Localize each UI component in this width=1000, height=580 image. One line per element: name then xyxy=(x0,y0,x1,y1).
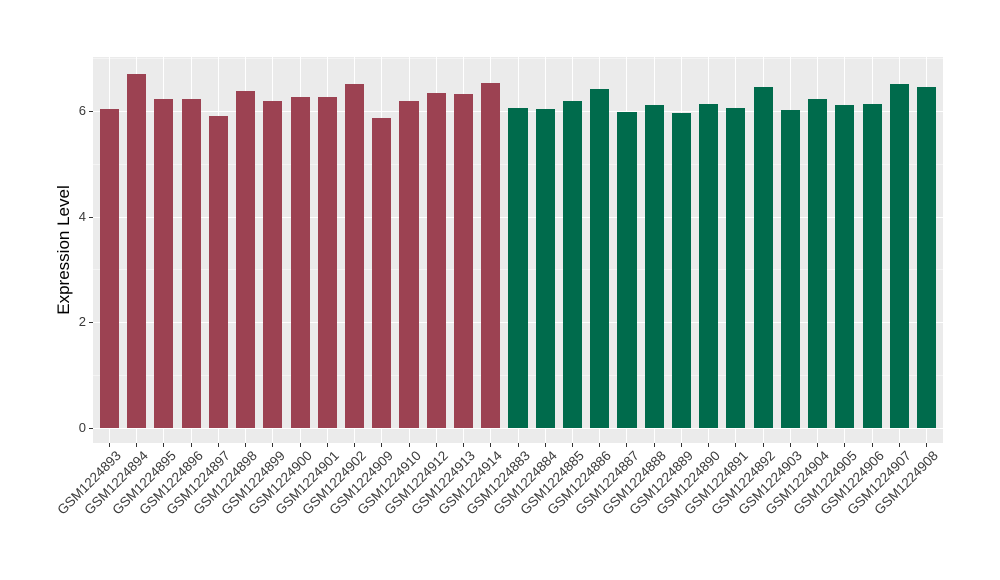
y-axis-tick xyxy=(89,110,93,112)
bar-GSM1224886 xyxy=(590,89,610,428)
bar-GSM1224906 xyxy=(862,103,882,428)
bar-GSM1224896 xyxy=(181,99,201,428)
y-tick-label: 4 xyxy=(78,208,86,224)
bar-GSM1224887 xyxy=(617,112,637,428)
x-axis-tick xyxy=(245,443,247,447)
bar-GSM1224883 xyxy=(508,107,528,428)
bar-GSM1224903 xyxy=(780,109,800,428)
bar-GSM1224901 xyxy=(317,96,337,428)
bar-GSM1224893 xyxy=(99,108,119,428)
x-axis-tick xyxy=(490,443,492,447)
bar-GSM1224909 xyxy=(372,118,392,428)
x-axis-tick xyxy=(408,443,410,447)
x-axis-tick xyxy=(163,443,165,447)
x-axis-tick xyxy=(599,443,601,447)
bar-GSM1224900 xyxy=(290,96,310,428)
x-axis-tick xyxy=(272,443,274,447)
y-axis-tick xyxy=(89,216,93,218)
bar-GSM1224899 xyxy=(263,100,283,428)
x-axis-tick xyxy=(299,443,301,447)
x-axis-tick xyxy=(517,443,519,447)
bar-GSM1224885 xyxy=(562,101,582,428)
bar-GSM1224884 xyxy=(535,108,555,428)
x-axis-tick xyxy=(708,443,710,447)
x-axis-tick xyxy=(544,443,546,447)
x-axis-tick xyxy=(626,443,628,447)
bar-GSM1224889 xyxy=(671,113,691,428)
x-axis-tick xyxy=(926,443,928,447)
y-tick-label: 6 xyxy=(78,102,86,118)
x-axis-tick xyxy=(190,443,192,447)
y-tick-label: 2 xyxy=(78,314,86,330)
bar-GSM1224890 xyxy=(699,104,719,428)
x-axis-tick xyxy=(571,443,573,447)
bar-GSM1224914 xyxy=(481,83,501,428)
bar-GSM1224892 xyxy=(753,87,773,428)
x-axis-tick xyxy=(817,443,819,447)
bar-GSM1224908 xyxy=(917,87,937,428)
bar-GSM1224904 xyxy=(808,99,828,428)
bar-GSM1224913 xyxy=(453,94,474,428)
x-axis-tick xyxy=(136,443,138,447)
bar-GSM1224907 xyxy=(889,83,909,428)
bar-GSM1224895 xyxy=(154,99,174,428)
x-axis-tick xyxy=(326,443,328,447)
x-axis-tick xyxy=(435,443,437,447)
x-axis-tick xyxy=(381,443,383,447)
x-axis-tick xyxy=(217,443,219,447)
y-axis-tick xyxy=(89,428,93,429)
x-axis-tick xyxy=(653,443,655,447)
x-axis-tick xyxy=(871,443,873,447)
x-axis-tick xyxy=(789,443,791,447)
x-axis-tick xyxy=(898,443,900,447)
x-axis-tick xyxy=(762,443,764,447)
bar-GSM1224894 xyxy=(127,73,147,428)
bar-GSM1224912 xyxy=(426,92,446,428)
x-axis-tick xyxy=(354,443,356,447)
x-axis-tick xyxy=(844,443,846,447)
bar-GSM1224910 xyxy=(399,101,419,428)
bar-GSM1224891 xyxy=(726,107,746,428)
chart-panel xyxy=(93,57,943,443)
bar-GSM1224897 xyxy=(208,116,228,428)
x-axis-tick xyxy=(680,443,682,447)
bar-GSM1224898 xyxy=(236,90,256,428)
x-axis-tick xyxy=(463,443,464,447)
bar-GSM1224902 xyxy=(345,84,365,428)
x-axis-tick xyxy=(735,443,737,447)
x-axis-tick xyxy=(108,443,110,447)
y-axis-tick xyxy=(89,322,93,324)
bar-GSM1224905 xyxy=(835,104,855,428)
y-axis-title: Expression Level xyxy=(54,185,73,315)
y-tick-label: 0 xyxy=(78,420,86,435)
bar-GSM1224888 xyxy=(644,104,664,428)
